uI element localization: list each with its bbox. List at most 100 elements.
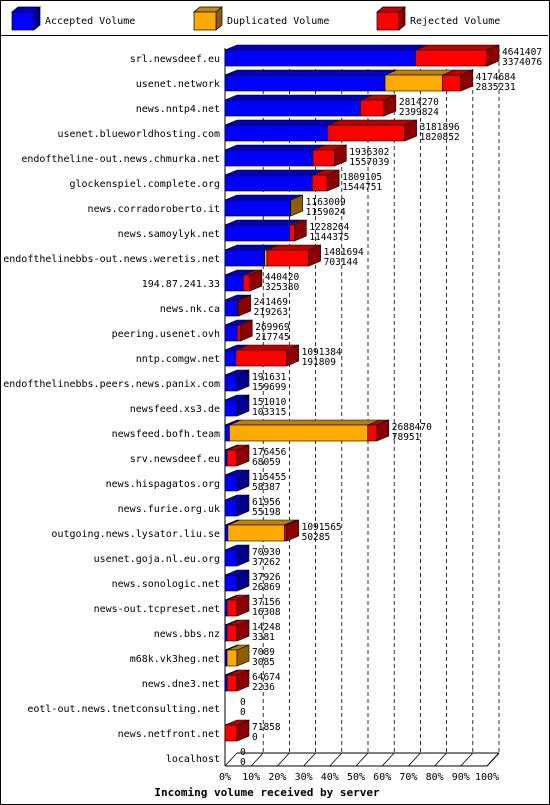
chart-grid bbox=[224, 48, 500, 767]
bar-front bbox=[224, 449, 228, 467]
bar-front bbox=[224, 224, 290, 242]
total-value-label: 1163009 bbox=[306, 197, 346, 208]
bar-side bbox=[239, 319, 253, 342]
total-value-label: 241469 bbox=[254, 297, 289, 308]
grid-diag bbox=[277, 752, 290, 767]
bar-accepted-volume bbox=[224, 494, 250, 517]
bar-front bbox=[224, 274, 244, 292]
x-axis-title: Incoming volume received by server bbox=[154, 786, 380, 799]
category-label: news.furie.org.uk bbox=[118, 504, 220, 515]
accepted-value-label: 703144 bbox=[324, 257, 359, 268]
bar-front bbox=[224, 324, 238, 342]
grid-diag bbox=[408, 752, 421, 767]
accepted-value-label: 1544751 bbox=[342, 182, 382, 193]
x-tick-label: 20% bbox=[268, 772, 286, 783]
bar-front bbox=[226, 599, 238, 617]
accepted-value-label: 55198 bbox=[252, 507, 281, 518]
bar-side bbox=[286, 344, 299, 367]
category-label: news.nntp4.net bbox=[136, 104, 220, 115]
total-value-label: 269969 bbox=[255, 322, 290, 333]
bar-front bbox=[224, 349, 237, 367]
bar-front bbox=[224, 424, 230, 442]
category-label: localhost bbox=[166, 754, 220, 765]
total-value-label: 37156 bbox=[252, 597, 281, 608]
bar-top bbox=[224, 219, 302, 226]
bar-front bbox=[224, 249, 265, 267]
category-label: news.corradoroberto.it bbox=[88, 204, 220, 215]
accepted-value-label: 1557039 bbox=[349, 157, 389, 168]
total-value-label: 1809105 bbox=[342, 172, 382, 183]
bar-side bbox=[376, 419, 390, 442]
category-label: endofthelinebbs-out.news.weretis.net bbox=[3, 254, 220, 265]
x-tick-label: 10% bbox=[242, 772, 260, 783]
bar-rejected-volume bbox=[235, 344, 299, 367]
accepted-value-label: 78951 bbox=[392, 432, 421, 443]
x-tick-label: 50% bbox=[347, 772, 365, 783]
grid-diag bbox=[434, 752, 447, 767]
category-label: endofthelinebbs.peers.news.panix.com bbox=[3, 379, 220, 390]
total-value-label: 1091565 bbox=[302, 522, 342, 533]
total-value-label: 7089 bbox=[252, 647, 275, 658]
accepted-value-label: 1820852 bbox=[420, 132, 460, 143]
bar-side bbox=[383, 94, 397, 117]
legend-swatch bbox=[11, 11, 35, 31]
bar-front bbox=[243, 274, 251, 292]
legend-label: Accepted Volume bbox=[45, 16, 135, 27]
bar-accepted-volume bbox=[224, 394, 250, 417]
bar-accepted-volume bbox=[224, 194, 303, 217]
bar-front bbox=[224, 399, 238, 417]
accepted-value-label: 2835231 bbox=[476, 82, 516, 93]
bar-rejected-volume bbox=[327, 119, 417, 142]
category-label: nntp.comgw.net bbox=[136, 354, 220, 365]
accepted-value-label: 50285 bbox=[302, 532, 331, 543]
grid-diag bbox=[486, 752, 500, 767]
bar-front bbox=[367, 424, 378, 442]
bar-accepted-volume bbox=[224, 319, 250, 342]
category-label: endoftheline-out.news.chmurka.net bbox=[21, 154, 220, 165]
category-label: news-out.tcpreset.net bbox=[94, 604, 220, 615]
grid-diag bbox=[303, 752, 316, 767]
bar-rejected-volume bbox=[442, 69, 473, 92]
bar-top bbox=[224, 144, 326, 151]
bar-top bbox=[224, 194, 303, 201]
accepted-value-label: 3381 bbox=[252, 632, 275, 643]
legend-label: Rejected Volume bbox=[410, 16, 500, 27]
accepted-value-label: 26869 bbox=[252, 582, 281, 593]
grid-diag bbox=[381, 752, 395, 767]
bar-side bbox=[238, 294, 251, 317]
bar-front bbox=[266, 249, 309, 267]
bar-side bbox=[236, 369, 250, 392]
total-value-label: 0 bbox=[240, 747, 246, 758]
accepted-value-label: 3085 bbox=[252, 657, 275, 668]
bar-side bbox=[249, 269, 263, 292]
bar-accepted-volume bbox=[224, 119, 340, 142]
category-label: news.bbs.nz bbox=[154, 629, 220, 640]
accepted-value-label: 2399824 bbox=[399, 107, 439, 118]
bar-top bbox=[224, 69, 398, 76]
bar-side bbox=[334, 144, 347, 167]
bar-duplicated-volume bbox=[384, 69, 455, 92]
x-tick-label: 30% bbox=[295, 772, 313, 783]
category-label: news.netfront.net bbox=[118, 729, 220, 740]
total-value-label: 2814270 bbox=[399, 97, 439, 108]
legend-item-rejected-volume: Rejected Volume bbox=[376, 6, 500, 31]
legend: Accepted Volume Duplicated Volume Rejected… bbox=[11, 6, 500, 31]
bar-top bbox=[224, 44, 428, 51]
bar-front bbox=[226, 624, 238, 642]
bar-front bbox=[264, 249, 268, 267]
bar-front bbox=[327, 124, 405, 142]
category-label: news.sonologic.net bbox=[112, 579, 220, 590]
bar-side bbox=[236, 669, 250, 692]
x-tick-label: 90% bbox=[452, 772, 470, 783]
bar-side bbox=[286, 519, 299, 542]
accepted-value-label: 325380 bbox=[265, 282, 300, 293]
accepted-value-label: 37262 bbox=[252, 557, 281, 568]
total-value-label: 1481694 bbox=[324, 247, 364, 258]
bar-front bbox=[442, 74, 461, 92]
bar-front bbox=[283, 524, 287, 542]
bar-front bbox=[224, 99, 361, 117]
legend-divider bbox=[0, 35, 548, 36]
accepted-value-label: 159699 bbox=[252, 382, 287, 393]
grid-diag bbox=[355, 752, 369, 767]
